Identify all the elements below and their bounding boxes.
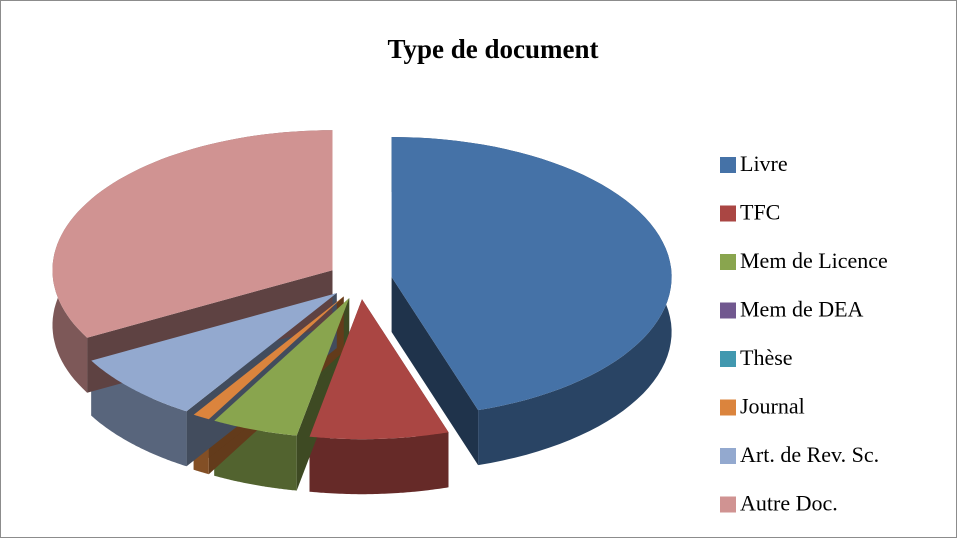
slice-radial-side — [391, 277, 479, 466]
legend-label: Thèse — [740, 345, 793, 370]
legend-swatch — [720, 496, 736, 513]
legend-swatch — [720, 205, 736, 222]
chart-title: Type de document — [387, 34, 598, 64]
slice-outer-side — [91, 360, 187, 467]
pie-slice — [391, 137, 672, 411]
legend-swatch — [720, 254, 736, 270]
legend-swatch — [720, 351, 736, 367]
legend-label: Journal — [740, 394, 805, 419]
legend-label: Art. de Rev. Sc. — [740, 442, 879, 467]
legend-label: Mem de DEA — [740, 297, 864, 322]
legend-swatch — [720, 157, 736, 173]
pie-slice — [193, 296, 344, 420]
pie-slice — [309, 299, 449, 440]
pie-slice — [52, 130, 333, 338]
legend-swatch — [720, 302, 736, 319]
pie-slice — [91, 293, 337, 412]
pie-slice — [214, 298, 350, 436]
legend-label: Mem de Licence — [740, 248, 888, 273]
legend-label: Livre — [740, 151, 788, 176]
slice-outer-side — [309, 432, 449, 495]
legend-label: TFC — [740, 200, 780, 225]
legend-label: Autre Doc. — [740, 491, 838, 516]
legend-swatch — [720, 448, 736, 464]
legend-swatch — [720, 399, 736, 416]
